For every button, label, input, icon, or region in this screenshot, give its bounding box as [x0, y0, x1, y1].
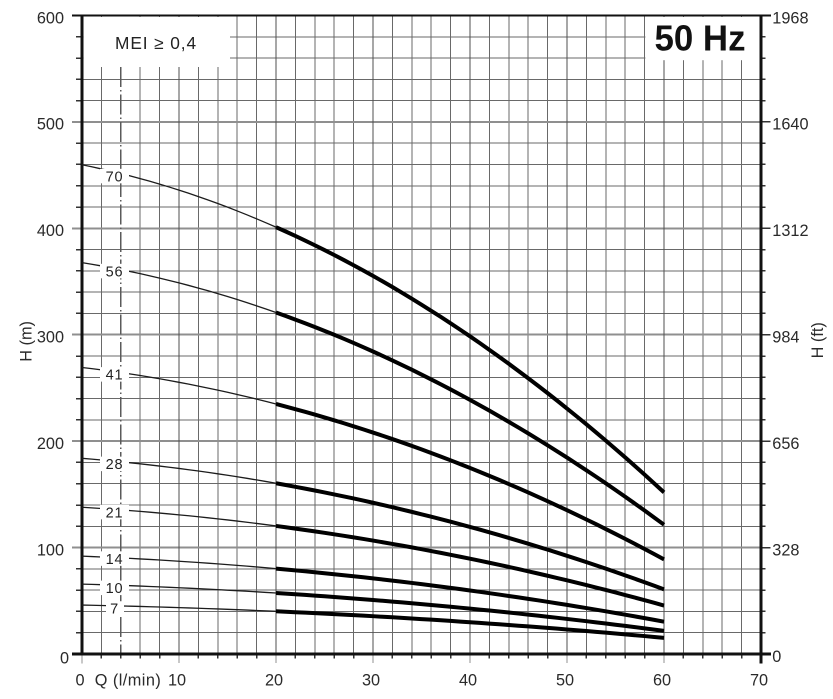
svg-text:70: 70	[106, 169, 124, 185]
svg-text:10: 10	[168, 672, 186, 690]
svg-text:20: 20	[265, 672, 283, 690]
svg-text:400: 400	[37, 222, 64, 240]
svg-text:0: 0	[772, 648, 781, 666]
svg-text:0: 0	[60, 649, 69, 667]
svg-text:H (m): H (m)	[17, 321, 35, 362]
svg-text:H (ft): H (ft)	[809, 322, 827, 358]
svg-text:MEI ≥ 0,4: MEI ≥ 0,4	[115, 33, 197, 53]
svg-text:41: 41	[106, 368, 124, 384]
svg-text:56: 56	[106, 264, 124, 280]
svg-text:656: 656	[772, 435, 799, 453]
svg-text:600: 600	[37, 9, 64, 27]
svg-text:0: 0	[75, 672, 84, 690]
svg-text:30: 30	[362, 672, 380, 690]
svg-text:14: 14	[106, 552, 124, 568]
svg-text:328: 328	[772, 541, 799, 559]
svg-text:984: 984	[772, 329, 799, 347]
svg-text:60: 60	[653, 672, 671, 690]
svg-text:1312: 1312	[772, 222, 808, 240]
svg-text:300: 300	[37, 329, 64, 347]
svg-text:50 Hz: 50 Hz	[655, 18, 746, 59]
svg-text:21: 21	[106, 505, 124, 521]
svg-text:200: 200	[37, 435, 64, 453]
svg-text:500: 500	[37, 116, 64, 134]
svg-text:7: 7	[110, 602, 119, 618]
svg-text:100: 100	[37, 541, 64, 559]
svg-text:1968: 1968	[772, 9, 808, 27]
svg-text:1640: 1640	[772, 116, 808, 134]
svg-text:40: 40	[459, 672, 477, 690]
svg-text:70: 70	[750, 672, 768, 690]
svg-text:28: 28	[106, 457, 124, 473]
svg-text:50: 50	[556, 672, 574, 690]
svg-text:Q (l/min): Q (l/min)	[95, 672, 161, 690]
svg-text:10: 10	[106, 581, 124, 597]
